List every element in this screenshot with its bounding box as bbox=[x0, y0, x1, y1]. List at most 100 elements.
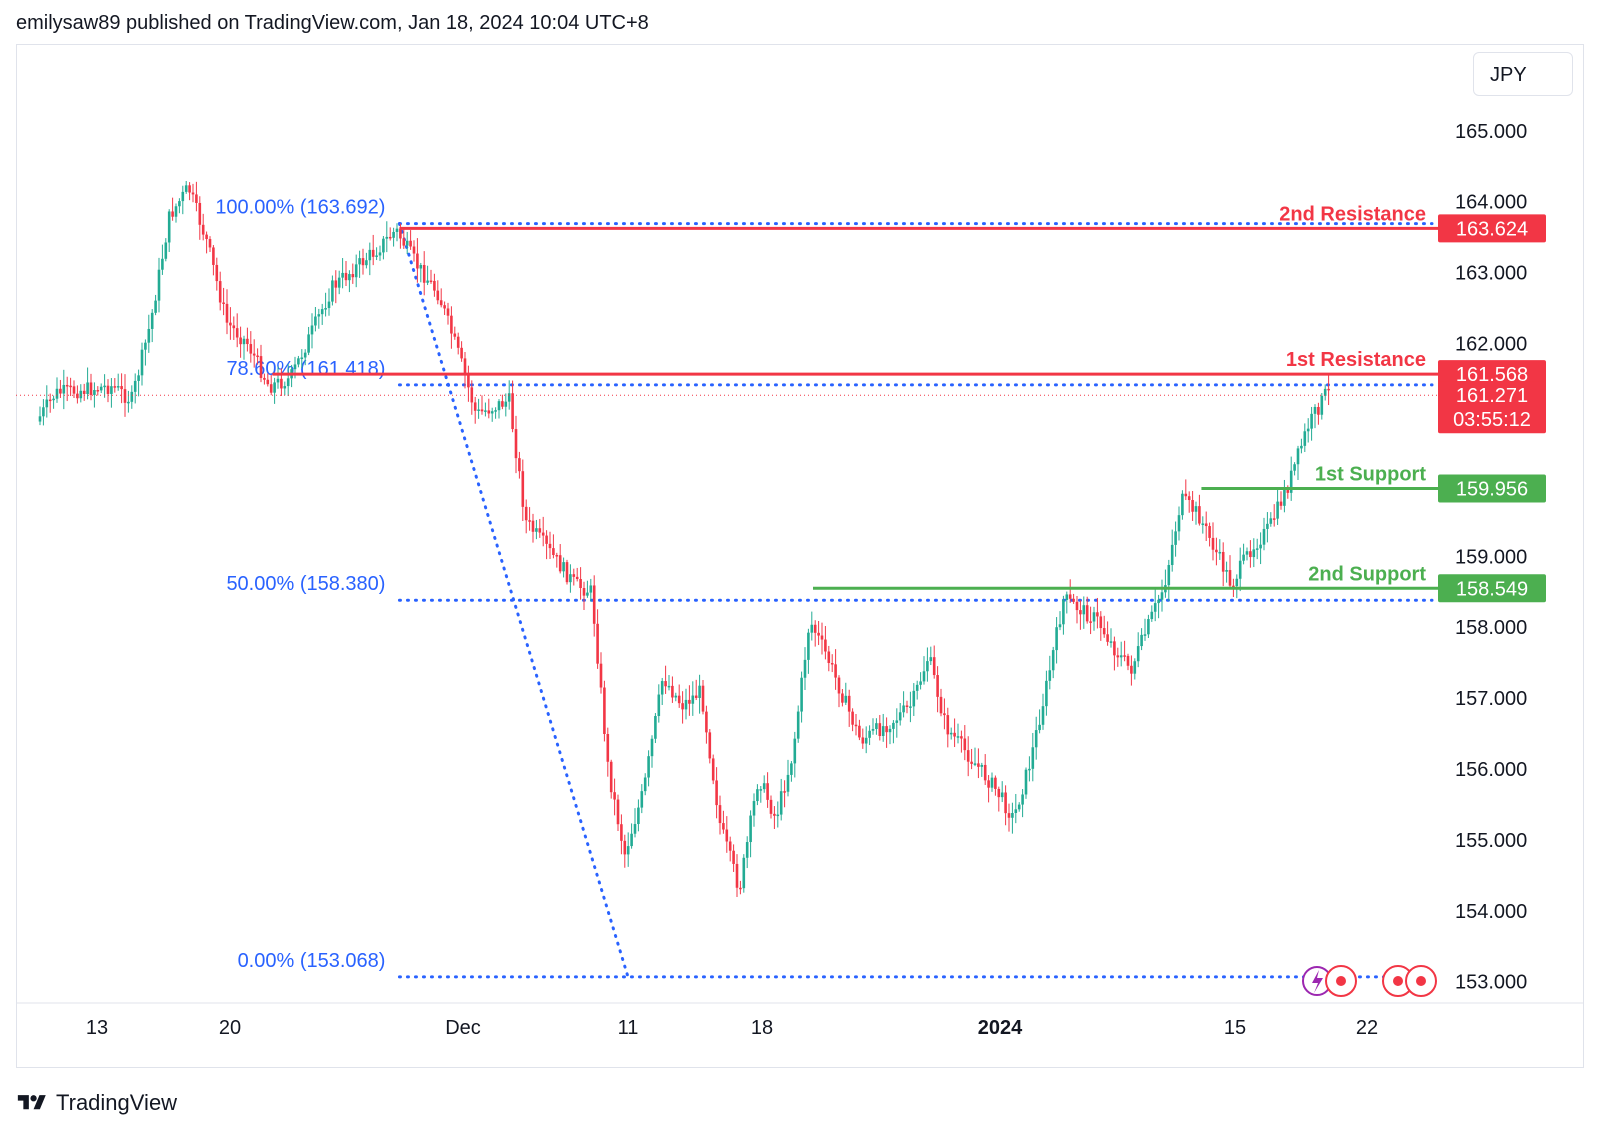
bullish-candle bbox=[667, 685, 671, 688]
bullish-candle bbox=[130, 391, 134, 402]
bearish-candle bbox=[1327, 388, 1330, 391]
resistance-price-tag-label: 161.568 bbox=[1456, 364, 1528, 386]
bearish-candle bbox=[936, 675, 939, 697]
fib-level-label: 100.00% (163.692) bbox=[215, 197, 385, 219]
bullish-candle bbox=[790, 763, 793, 775]
bullish-candle bbox=[871, 728, 875, 731]
bearish-candle bbox=[575, 576, 579, 580]
bearish-candle bbox=[1096, 612, 1099, 617]
fibonacci-retracement: 100.00% (163.692) 78.60% (161.418) 50.00% … bbox=[215, 197, 1434, 979]
bearish-candle bbox=[946, 715, 950, 735]
bullish-candle bbox=[1177, 515, 1181, 532]
fib-level-label: 78.60% (161.418) bbox=[226, 358, 385, 380]
bearish-candle bbox=[412, 246, 416, 254]
bearish-candle bbox=[1126, 655, 1130, 666]
bullish-candle bbox=[844, 695, 848, 703]
bearish-candle bbox=[817, 632, 820, 636]
bullish-candle bbox=[55, 388, 59, 399]
bearish-candle bbox=[1116, 655, 1120, 658]
bullish-candle bbox=[103, 385, 106, 388]
bearish-candle bbox=[521, 471, 525, 507]
bullish-candle bbox=[909, 706, 912, 708]
bearish-candle bbox=[191, 192, 195, 195]
bullish-candle bbox=[507, 393, 511, 402]
bearish-candle bbox=[229, 322, 232, 326]
bullish-candle bbox=[1119, 655, 1123, 658]
bullish-candle bbox=[929, 657, 933, 662]
bearish-candle bbox=[96, 390, 100, 392]
bullish-candle bbox=[1269, 518, 1273, 524]
bullish-candle bbox=[1255, 548, 1259, 550]
bullish-candle bbox=[426, 280, 429, 283]
bearish-candle bbox=[460, 347, 463, 359]
bearish-candle bbox=[1286, 490, 1290, 493]
bearish-candle bbox=[878, 723, 882, 736]
bullish-candle bbox=[133, 380, 137, 392]
bearish-candle bbox=[388, 236, 392, 239]
bullish-candle bbox=[320, 309, 324, 315]
bullish-candle bbox=[147, 328, 151, 343]
time-tick-label: Dec bbox=[445, 1017, 481, 1039]
bullish-candle bbox=[864, 737, 868, 744]
price-tick-label: 154.000 bbox=[1455, 901, 1527, 923]
bearish-candle bbox=[837, 677, 841, 694]
bullish-candle bbox=[62, 384, 66, 394]
bearish-candle bbox=[820, 635, 824, 640]
bullish-candle bbox=[1289, 470, 1293, 493]
bullish-candle bbox=[1296, 448, 1300, 465]
bearish-candle bbox=[212, 247, 215, 265]
bullish-candle bbox=[504, 401, 508, 407]
bearish-candle bbox=[694, 695, 698, 698]
bearish-candle bbox=[841, 693, 844, 703]
footer-brand[interactable]: TradingView bbox=[16, 1090, 177, 1116]
bullish-candle bbox=[674, 695, 678, 698]
bullish-candle bbox=[633, 824, 637, 834]
bullish-candle bbox=[310, 325, 314, 335]
bullish-candle bbox=[1045, 680, 1048, 707]
bullish-candle bbox=[1021, 794, 1024, 805]
bullish-candle bbox=[1011, 813, 1014, 818]
bullish-candle bbox=[1147, 619, 1150, 635]
bullish-candle bbox=[337, 277, 341, 288]
tradingview-logo-icon bbox=[17, 1095, 46, 1110]
bullish-candle bbox=[1323, 388, 1327, 396]
bullish-candle bbox=[895, 720, 899, 723]
bullish-candle bbox=[1303, 431, 1307, 446]
currency-selector[interactable]: JPY bbox=[1473, 52, 1573, 96]
bearish-candle bbox=[76, 393, 79, 399]
bullish-candle bbox=[626, 846, 630, 855]
bearish-candle bbox=[970, 761, 973, 764]
bearish-candle bbox=[232, 325, 236, 329]
bearish-candle bbox=[555, 555, 559, 557]
bearish-candle bbox=[371, 249, 375, 257]
footer-brand-label: TradingView bbox=[56, 1090, 178, 1115]
bearish-candle bbox=[450, 315, 453, 334]
bearish-candle bbox=[120, 386, 123, 390]
bearish-candle bbox=[239, 337, 242, 345]
bearish-candle bbox=[188, 185, 191, 193]
bearish-candle bbox=[1072, 598, 1075, 602]
time-tick-label: 20 bbox=[219, 1017, 241, 1039]
economic-event-dot-icon bbox=[1336, 976, 1346, 986]
bullish-candle bbox=[786, 774, 790, 792]
bearish-candle bbox=[201, 224, 205, 235]
bearish-candle bbox=[89, 382, 93, 395]
bullish-candle bbox=[392, 231, 395, 238]
bearish-candle bbox=[735, 863, 739, 888]
bullish-candle bbox=[324, 308, 327, 310]
bullish-candle bbox=[1245, 551, 1249, 555]
bearish-candle bbox=[266, 379, 270, 385]
price-axis: 165.000 164.000 163.000 162.000 159.000 158.0… bbox=[1455, 121, 1527, 994]
bearish-candle bbox=[708, 732, 712, 759]
bullish-candle bbox=[497, 401, 501, 411]
bullish-candle bbox=[317, 314, 321, 317]
bullish-candle bbox=[314, 316, 317, 326]
bullish-candle bbox=[698, 685, 701, 698]
fib-level-label: 50.00% (158.380) bbox=[226, 573, 385, 595]
bearish-candle bbox=[963, 738, 967, 751]
bearish-candle bbox=[1198, 506, 1201, 524]
bullish-candle bbox=[395, 228, 399, 232]
bullish-candle bbox=[647, 756, 650, 778]
bearish-candle bbox=[599, 663, 603, 688]
